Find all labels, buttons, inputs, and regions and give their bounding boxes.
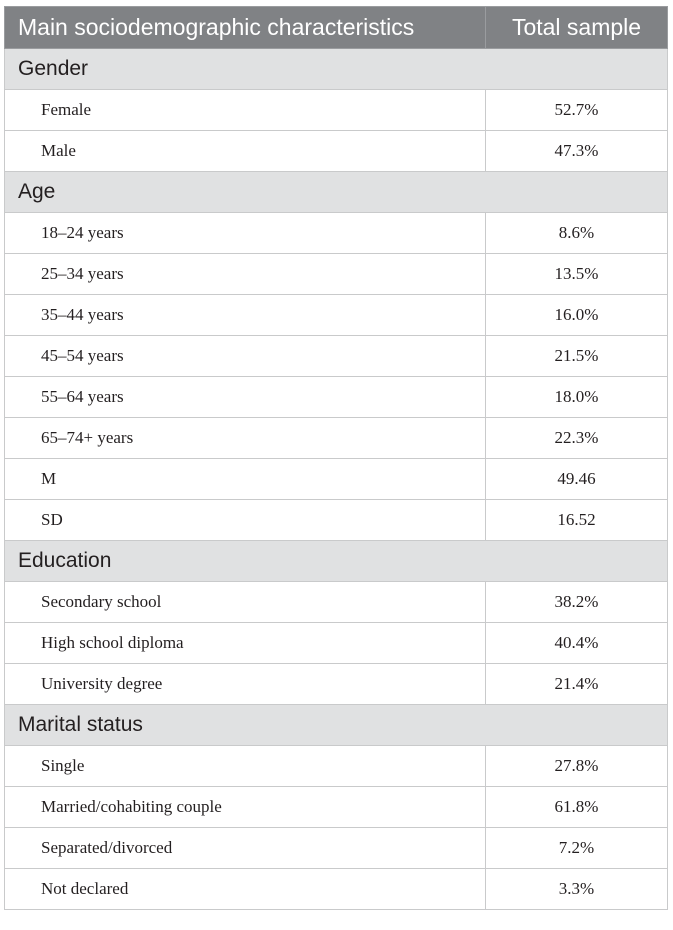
row-label: M	[4, 458, 486, 500]
row-value: 13.5%	[485, 253, 668, 295]
header-characteristics: Main sociodemographic characteristics	[4, 6, 486, 49]
row-label: 45–54 years	[4, 335, 486, 377]
row-label: University degree	[4, 663, 486, 705]
row-value: 61.8%	[485, 786, 668, 828]
row-value: 27.8%	[485, 745, 668, 787]
row-label: SD	[4, 499, 486, 541]
row-label: Married/cohabiting couple	[4, 786, 486, 828]
table-row: 45–54 years 21.5%	[4, 335, 668, 377]
table-row: Separated/divorced 7.2%	[4, 827, 668, 869]
row-value: 16.0%	[485, 294, 668, 336]
section-title: Marital status	[4, 704, 668, 746]
row-label: Male	[4, 130, 486, 172]
table-container: Main sociodemographic characteristics To…	[4, 6, 668, 910]
table-row: M 49.46	[4, 458, 668, 500]
table-row: Female 52.7%	[4, 89, 668, 131]
row-label: Secondary school	[4, 581, 486, 623]
row-value: 7.2%	[485, 827, 668, 869]
table-row: 65–74+ years 22.3%	[4, 417, 668, 459]
row-label: Female	[4, 89, 486, 131]
row-label: Single	[4, 745, 486, 787]
table-row: Married/cohabiting couple 61.8%	[4, 786, 668, 828]
table-row: 25–34 years 13.5%	[4, 253, 668, 295]
row-label: 65–74+ years	[4, 417, 486, 459]
section-education: Education	[4, 540, 668, 582]
row-value: 16.52	[485, 499, 668, 541]
table-row: Not declared 3.3%	[4, 868, 668, 910]
table-row: Secondary school 38.2%	[4, 581, 668, 623]
row-label: 55–64 years	[4, 376, 486, 418]
section-gender: Gender	[4, 48, 668, 90]
table-row: High school diploma 40.4%	[4, 622, 668, 664]
header-row: Main sociodemographic characteristics To…	[4, 6, 668, 49]
row-value: 21.4%	[485, 663, 668, 705]
row-value: 21.5%	[485, 335, 668, 377]
row-label: Separated/divorced	[4, 827, 486, 869]
row-value: 49.46	[485, 458, 668, 500]
section-age: Age	[4, 171, 668, 213]
section-title: Education	[4, 540, 668, 582]
table-row: University degree 21.4%	[4, 663, 668, 705]
row-label: High school diploma	[4, 622, 486, 664]
row-value: 18.0%	[485, 376, 668, 418]
row-value: 52.7%	[485, 89, 668, 131]
row-value: 3.3%	[485, 868, 668, 910]
section-title: Gender	[4, 48, 668, 90]
row-value: 38.2%	[485, 581, 668, 623]
table-row: 18–24 years 8.6%	[4, 212, 668, 254]
row-value: 40.4%	[485, 622, 668, 664]
table-row: Single 27.8%	[4, 745, 668, 787]
table-row: 55–64 years 18.0%	[4, 376, 668, 418]
section-title: Age	[4, 171, 668, 213]
sociodemographic-table: Main sociodemographic characteristics To…	[4, 6, 668, 910]
row-label: Not declared	[4, 868, 486, 910]
header-total-sample: Total sample	[485, 6, 668, 49]
row-label: 25–34 years	[4, 253, 486, 295]
table-row: 35–44 years 16.0%	[4, 294, 668, 336]
section-marital-status: Marital status	[4, 704, 668, 746]
row-label: 18–24 years	[4, 212, 486, 254]
row-value: 8.6%	[485, 212, 668, 254]
row-value: 22.3%	[485, 417, 668, 459]
table-row: SD 16.52	[4, 499, 668, 541]
row-label: 35–44 years	[4, 294, 486, 336]
table-row: Male 47.3%	[4, 130, 668, 172]
row-value: 47.3%	[485, 130, 668, 172]
